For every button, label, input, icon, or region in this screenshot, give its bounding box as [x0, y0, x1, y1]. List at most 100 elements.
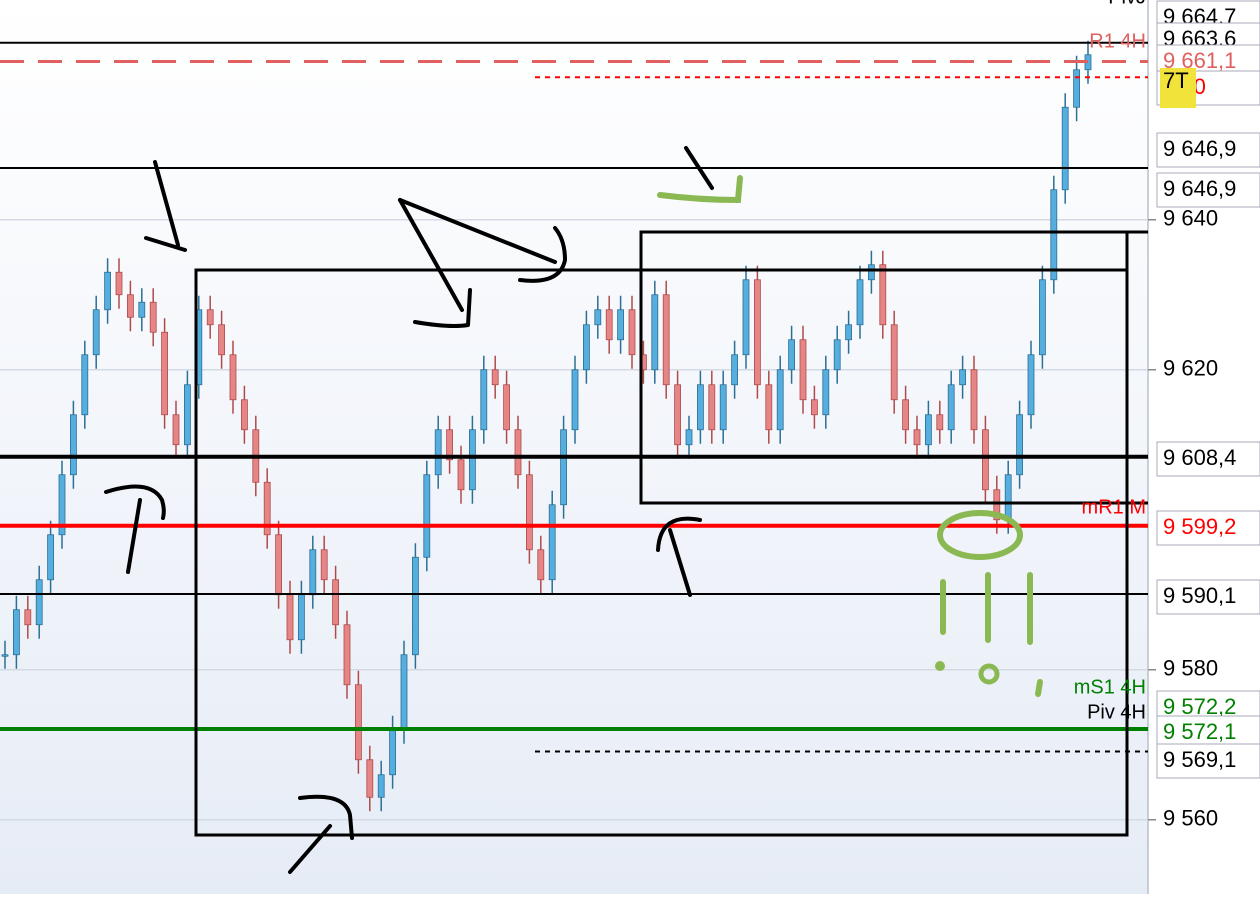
- green-circle: [937, 510, 1023, 560]
- plot-background: [0, 0, 1148, 894]
- candle-body: [343, 624, 351, 686]
- candle-body: [594, 309, 602, 326]
- candle-body: [24, 609, 32, 626]
- price-tag-label: 9 608,4: [1163, 445, 1236, 470]
- candle-body: [70, 414, 77, 476]
- y-tick-label: 9 640: [1163, 206, 1218, 231]
- candle-body: [719, 384, 727, 431]
- candle-body: [1039, 279, 1046, 356]
- level-name: Piv 4H: [1087, 701, 1146, 723]
- candle-body: [982, 429, 989, 491]
- y-tick-label: 9 620: [1163, 356, 1218, 381]
- candle-body: [708, 384, 716, 431]
- candle-body: [993, 489, 1001, 521]
- candle-body: [947, 384, 955, 431]
- candle-body: [172, 414, 180, 446]
- candle-body: [571, 369, 579, 431]
- candle-body: [617, 309, 624, 341]
- price-tag-label: 9 646,9: [1163, 136, 1236, 161]
- candle-body: [776, 369, 784, 431]
- candles: [1, 40, 1092, 812]
- green-dot: [935, 661, 945, 671]
- price-tag-label: 9 599,2: [1163, 514, 1236, 539]
- candle-body: [263, 481, 271, 536]
- candle-body: [286, 594, 294, 641]
- candle-body: [468, 429, 476, 491]
- candle-body: [651, 294, 659, 371]
- candle-body: [161, 331, 169, 416]
- candle-body: [354, 684, 362, 761]
- green-mark: [657, 175, 743, 204]
- candle-body: [503, 384, 511, 431]
- candle-body: [457, 459, 465, 491]
- candle-body: [309, 549, 317, 596]
- green-marks: [940, 572, 1033, 645]
- candle-body: [628, 309, 636, 356]
- arrow: [288, 794, 354, 874]
- candle-body: [81, 354, 89, 416]
- candle-body: [1004, 474, 1012, 521]
- candle-body: [320, 549, 328, 581]
- candle-body: [206, 309, 214, 326]
- candle-body: [514, 429, 522, 476]
- candle-body: [35, 579, 43, 626]
- levels: [0, 41, 1148, 753]
- tag-badge-label: 7T: [1163, 68, 1189, 93]
- candle-body: [92, 309, 100, 356]
- candle-body: [434, 429, 442, 476]
- candle-body: [275, 534, 283, 596]
- stroke: [684, 146, 714, 190]
- price-tag-label: 9 572,2: [1163, 694, 1236, 719]
- price-tag: [1156, 579, 1260, 615]
- candle-body: [1061, 106, 1069, 191]
- candle-body: [765, 384, 773, 431]
- candle-body: [674, 384, 681, 446]
- price-tag-label: 9 590,1: [1163, 583, 1236, 608]
- candle-body: [685, 429, 693, 446]
- level-name: PivJ: [1108, 0, 1146, 8]
- arrow: [398, 198, 567, 283]
- candle-body: [970, 369, 978, 431]
- candle-body: [229, 354, 237, 401]
- arrow: [656, 516, 702, 597]
- green-dot: [978, 663, 1000, 685]
- candle-body: [799, 339, 807, 401]
- candle-body: [913, 429, 921, 446]
- y-tick-label: 9 580: [1163, 656, 1218, 681]
- candle-body: [389, 729, 397, 776]
- annotations: [104, 146, 1148, 874]
- candle-body: [366, 759, 374, 798]
- price-tag: [1156, 743, 1260, 779]
- candle-body: [788, 339, 795, 371]
- arrow: [398, 198, 472, 328]
- candle-body: [446, 429, 454, 461]
- candle-body: [936, 414, 944, 431]
- candle-body: [925, 414, 932, 446]
- candle-body: [1, 654, 9, 657]
- candle-body: [480, 369, 488, 431]
- candle-body: [58, 474, 66, 536]
- price-tag-label: 9 646,9: [1163, 176, 1236, 201]
- candle-body: [662, 294, 670, 386]
- candle-body: [47, 534, 54, 581]
- y-tick-label: 9 560: [1163, 806, 1218, 831]
- range-box: [194, 268, 1129, 837]
- price-tag: [1156, 172, 1260, 208]
- price-tag: [1156, 510, 1260, 546]
- candle-body: [754, 279, 761, 386]
- candle-body: [548, 504, 556, 581]
- candle-body: [240, 399, 248, 431]
- candle-body: [868, 264, 875, 281]
- candle-body: [491, 369, 499, 386]
- candle-body: [1027, 354, 1035, 416]
- level-name: mS1 4H: [1074, 676, 1146, 698]
- candle-body: [845, 324, 852, 341]
- candle-body: [183, 384, 191, 446]
- candle-body: [411, 556, 419, 656]
- level-name: R1 4H: [1089, 30, 1146, 52]
- candle-body: [149, 301, 157, 333]
- price-tag: [1156, 441, 1260, 477]
- candle-body: [12, 609, 20, 656]
- candle-body: [879, 264, 887, 326]
